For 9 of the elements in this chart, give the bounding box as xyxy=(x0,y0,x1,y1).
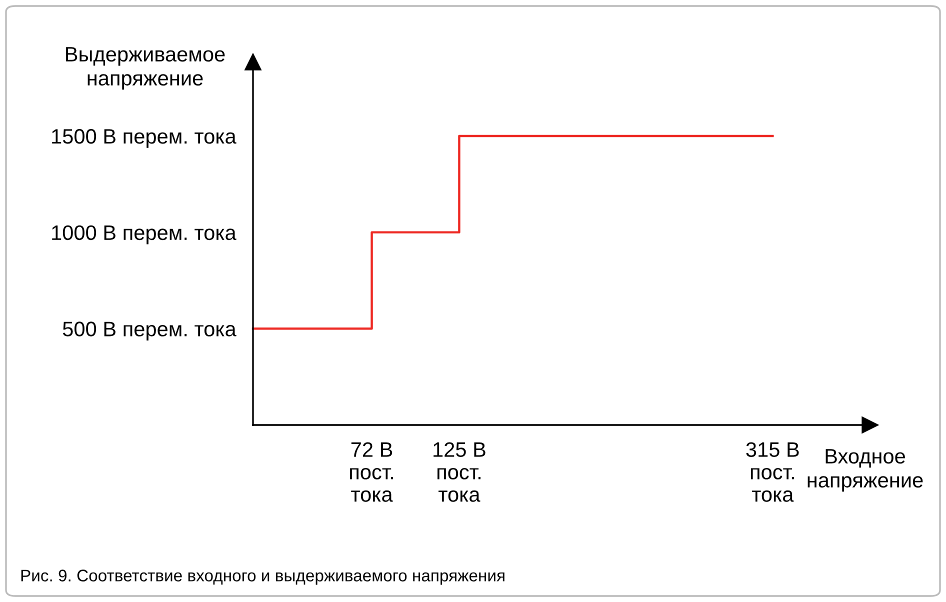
y-axis-title: Выдерживаемое напряжение xyxy=(66,47,225,90)
x-tick-label: 125 В пост. тока xyxy=(434,442,486,502)
text: Рис. 9. Соответствие входного и выдерживаемого напряжения xyxy=(21,570,504,585)
x-tick-label: 315 В пост. тока xyxy=(746,442,799,502)
x-axis-title: Входное напряжение xyxy=(808,449,923,492)
y-tick-label: 1000 В перем. тока xyxy=(52,225,236,244)
x-tick-label: 72 В пост. тока xyxy=(350,442,394,502)
y-tick-label: 500 В перем. тока xyxy=(62,322,236,341)
y-tick-label: 1500 В перем. тока xyxy=(52,128,236,148)
